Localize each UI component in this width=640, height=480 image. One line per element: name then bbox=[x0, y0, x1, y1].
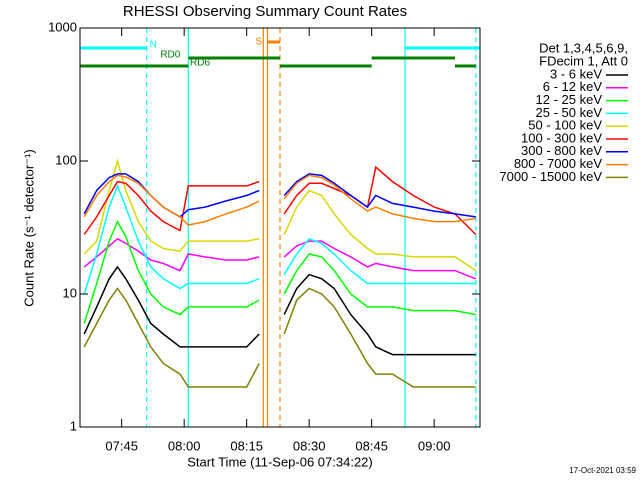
legend-label: 300 - 800 keV bbox=[521, 143, 602, 158]
x-tick-label: 08:30 bbox=[293, 438, 326, 453]
overlay-label: RD6 bbox=[190, 58, 210, 69]
legend-label: 6 - 12 keV bbox=[543, 79, 603, 94]
legend-label: 25 - 50 keV bbox=[536, 105, 603, 120]
overlay-label: RD0 bbox=[160, 50, 180, 61]
series-line bbox=[83, 183, 476, 295]
overlay-label: N bbox=[150, 40, 157, 51]
axes-frame bbox=[79, 27, 481, 428]
legend-label: 7000 - 15000 keV bbox=[499, 169, 602, 184]
y-tick-label: 100 bbox=[55, 152, 77, 167]
series-line bbox=[83, 287, 476, 388]
chart-title: RHESSI Observing Summary Count Rates bbox=[123, 3, 407, 20]
x-tick-label: 08:15 bbox=[230, 438, 263, 453]
x-tick-label: 08:45 bbox=[355, 438, 388, 453]
x-tick-label: 09:00 bbox=[418, 438, 451, 453]
y-tick-label: 1 bbox=[70, 418, 77, 433]
x-tick-label: 07:45 bbox=[105, 438, 138, 453]
y-tick-label: 10 bbox=[63, 285, 77, 300]
series-line bbox=[83, 158, 477, 272]
legend-header: FDecim 1, Att 0 bbox=[539, 53, 628, 68]
y-axis-label: Count Rate (s⁻¹ detector⁻¹) bbox=[21, 149, 36, 307]
legend-label: 50 - 100 keV bbox=[528, 118, 602, 133]
series-line bbox=[83, 219, 476, 324]
legend-label: 100 - 300 keV bbox=[521, 130, 602, 145]
x-tick-label: 08:00 bbox=[168, 438, 201, 453]
overlay-label: S bbox=[256, 37, 263, 48]
footer-date: 17-Oct-2021 03:59 bbox=[569, 466, 636, 475]
x-axis-label: Start Time (11-Sep-06 07:34:22) bbox=[187, 454, 372, 469]
series-line bbox=[83, 237, 477, 280]
series-line bbox=[83, 265, 476, 356]
legend-header: Det 1,3,4,5,6,9, bbox=[539, 40, 628, 55]
legend-label: 3 - 6 keV bbox=[550, 66, 602, 81]
legend-label: 800 - 7000 keV bbox=[514, 156, 603, 171]
y-tick-label: 1000 bbox=[48, 19, 77, 34]
legend-label: 12 - 25 keV bbox=[536, 92, 603, 107]
series-line bbox=[83, 174, 476, 226]
